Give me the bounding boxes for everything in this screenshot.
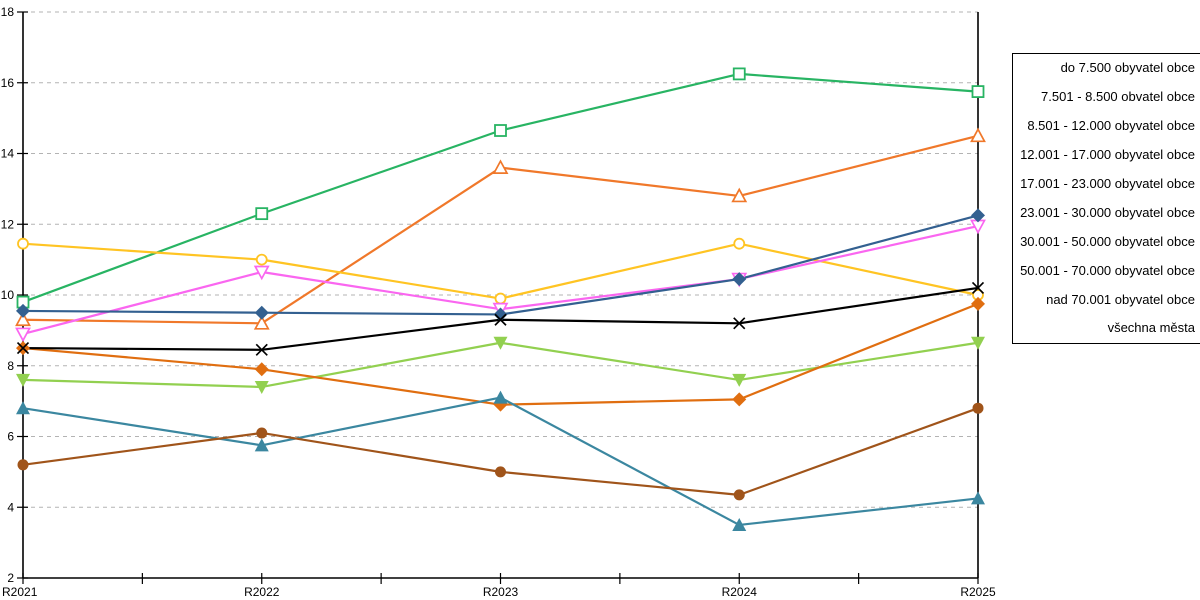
series-marker-1	[731, 187, 748, 203]
series-marker-7	[254, 438, 269, 452]
series-marker-8	[972, 402, 984, 414]
legend-item-8: nad 70.001 obyvatel obce	[1046, 291, 1195, 307]
series-marker-9	[494, 313, 507, 326]
series-line-8	[22, 407, 979, 496]
series-marker-4	[971, 208, 985, 223]
series-marker-6	[971, 296, 985, 311]
legend-item-0: do 7.500 obyvatel obce	[1060, 60, 1195, 76]
series-marker-1	[492, 159, 509, 174]
series-marker-7	[971, 491, 985, 505]
x-tick-label: R2022	[244, 585, 280, 599]
y-tick-label: 6	[7, 430, 14, 444]
series-marker-2	[733, 237, 746, 250]
legend-item-3: 12.001 - 17.000 obyvatel obce	[1020, 147, 1195, 163]
x-tick-label: R2024	[722, 585, 758, 599]
series-marker-4	[732, 272, 747, 287]
series-marker-5	[493, 336, 508, 350]
series-marker-5	[732, 373, 747, 387]
series-marker-0	[971, 85, 985, 98]
series-marker-9	[255, 343, 268, 356]
y-tick-label: 8	[7, 359, 14, 373]
series-marker-3	[253, 265, 270, 281]
series-marker-9	[733, 317, 746, 330]
series-marker-0	[255, 207, 269, 221]
series-marker-5	[16, 373, 30, 387]
legend-item-2: 8.501 - 12.000 obyvatel obce	[1027, 118, 1195, 134]
series-marker-9	[16, 341, 30, 355]
series-marker-4	[493, 307, 508, 322]
legend-item-1: 7.501 - 8.500 obvatel obce	[1041, 89, 1195, 105]
series-marker-5	[254, 380, 269, 394]
series-marker-3	[15, 327, 31, 343]
series-marker-9	[971, 281, 985, 295]
legend-item-4: 17.001 - 23.000 obyvatel obce	[1020, 176, 1195, 191]
series-marker-1	[970, 127, 986, 143]
legend-item-6: 30.001 - 50.000 obyvatel obce	[1020, 233, 1195, 249]
series-line-0	[22, 72, 979, 304]
x-tick-label: R2023	[483, 585, 519, 599]
x-tick-label: R2021	[2, 585, 38, 599]
y-tick-label: 10	[1, 288, 15, 302]
series-line-2	[22, 242, 979, 300]
series-marker-1	[15, 311, 31, 327]
series-marker-8	[17, 459, 29, 471]
series-marker-4	[254, 305, 269, 320]
series-marker-8	[733, 489, 745, 501]
series-marker-2	[17, 237, 29, 250]
y-tick-label: 14	[1, 147, 15, 161]
series-marker-0	[732, 67, 746, 81]
series-marker-1	[253, 315, 270, 330]
legend-item-5: 23.001 - 30.000 obyvatel obce	[1020, 204, 1195, 220]
series-marker-7	[732, 517, 747, 531]
legend-item-7: 50.001 - 70.000 obyvatel obce	[1020, 262, 1195, 278]
series-marker-6	[732, 392, 747, 407]
series-marker-0	[494, 124, 507, 137]
y-tick-label: 4	[7, 500, 14, 514]
series-marker-8	[495, 466, 506, 478]
y-tick-label: 2	[7, 571, 14, 585]
series-marker-2	[255, 253, 268, 266]
series-marker-2	[494, 292, 507, 305]
series-marker-8	[256, 427, 268, 439]
x-tick-label: R2025	[960, 585, 996, 599]
y-tick-label: 18	[1, 5, 15, 19]
y-tick-label: 16	[1, 76, 15, 90]
series-marker-7	[16, 401, 30, 415]
legend-box: do 7.500 obyvatel obce 7.501 - 8.500 obva…	[1012, 53, 1200, 344]
legend-item-9: všechna města	[1107, 320, 1195, 336]
series-marker-7	[493, 390, 508, 404]
series-marker-6	[254, 362, 269, 377]
y-tick-label: 12	[1, 217, 15, 231]
series-marker-4	[16, 303, 30, 318]
series-marker-5	[971, 336, 985, 350]
